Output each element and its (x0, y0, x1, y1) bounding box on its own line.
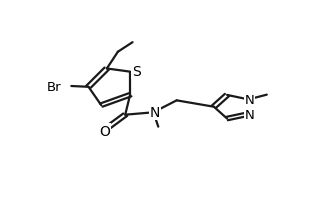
Text: N: N (245, 108, 254, 121)
Text: S: S (132, 64, 141, 78)
Text: O: O (99, 124, 110, 138)
Text: N: N (150, 106, 160, 120)
Text: N: N (245, 94, 254, 106)
Text: Br: Br (47, 80, 62, 93)
